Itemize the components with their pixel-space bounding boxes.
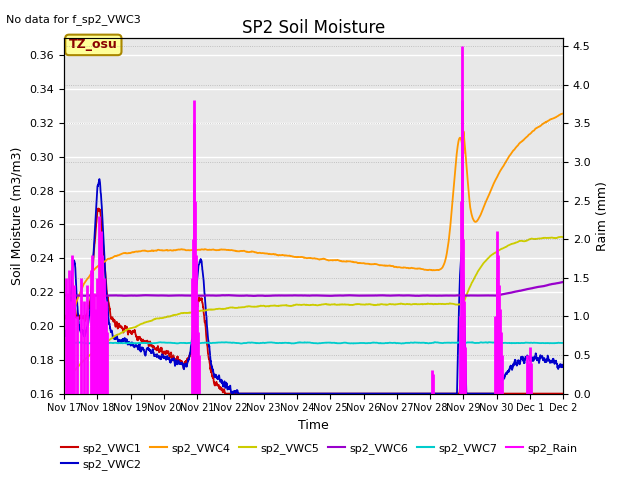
Text: TZ_osu: TZ_osu — [69, 38, 118, 51]
Y-axis label: Raim (mm): Raim (mm) — [596, 181, 609, 251]
Y-axis label: Soil Moisture (m3/m3): Soil Moisture (m3/m3) — [11, 147, 24, 285]
Text: No data for f_sp2_VWC3: No data for f_sp2_VWC3 — [6, 14, 141, 25]
Title: SP2 Soil Moisture: SP2 Soil Moisture — [242, 19, 385, 37]
X-axis label: Time: Time — [298, 419, 329, 432]
Legend: sp2_VWC1, sp2_VWC2, sp2_VWC4, sp2_VWC5, sp2_VWC6, sp2_VWC7, sp2_Rain: sp2_VWC1, sp2_VWC2, sp2_VWC4, sp2_VWC5, … — [57, 438, 582, 474]
